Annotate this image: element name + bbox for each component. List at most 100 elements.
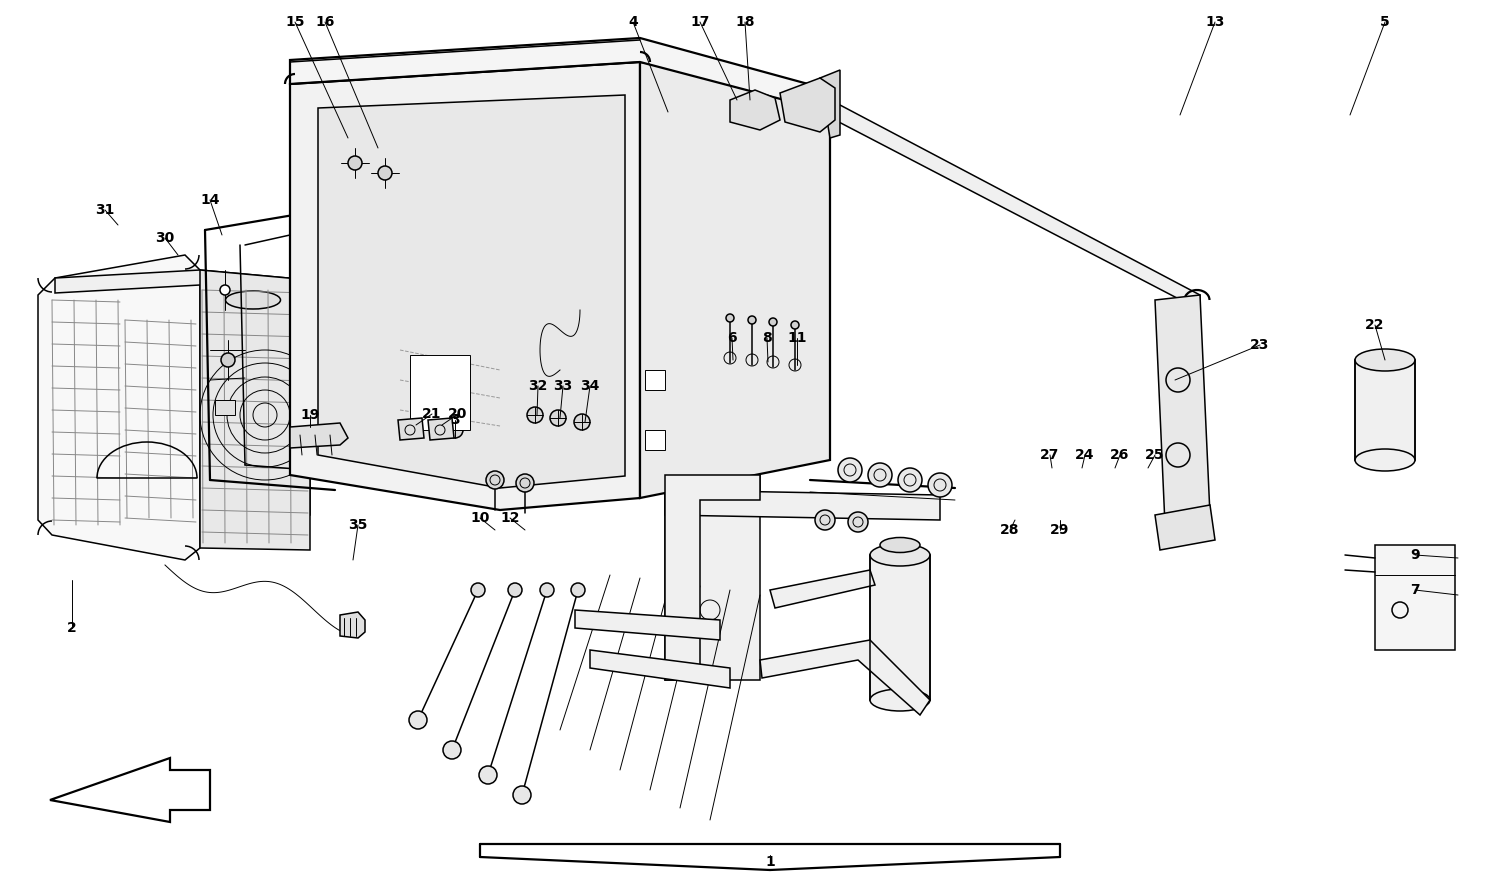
Circle shape <box>513 786 531 804</box>
Text: 9: 9 <box>1410 548 1420 562</box>
Ellipse shape <box>870 544 930 566</box>
Ellipse shape <box>225 291 280 309</box>
Text: 24: 24 <box>1076 448 1095 462</box>
Text: 2: 2 <box>68 621 76 635</box>
Text: 3: 3 <box>450 413 460 427</box>
Text: 28: 28 <box>1000 523 1020 537</box>
Polygon shape <box>780 78 836 132</box>
Circle shape <box>572 583 585 597</box>
Circle shape <box>770 318 777 326</box>
Bar <box>214 400 236 415</box>
Circle shape <box>928 473 952 497</box>
Polygon shape <box>1155 295 1210 525</box>
Text: 23: 23 <box>1251 338 1269 352</box>
Circle shape <box>509 583 522 597</box>
Polygon shape <box>1354 360 1414 460</box>
Polygon shape <box>760 640 930 715</box>
Text: 26: 26 <box>1110 448 1130 462</box>
Text: 34: 34 <box>580 379 600 393</box>
Circle shape <box>442 741 460 759</box>
Polygon shape <box>730 90 780 130</box>
Circle shape <box>526 407 543 423</box>
Polygon shape <box>770 570 874 608</box>
Text: 35: 35 <box>348 518 368 532</box>
Text: 10: 10 <box>471 511 489 525</box>
Circle shape <box>574 414 590 430</box>
Circle shape <box>220 285 230 295</box>
Circle shape <box>447 422 464 438</box>
Circle shape <box>478 766 496 784</box>
Polygon shape <box>821 70 840 138</box>
Polygon shape <box>38 255 200 560</box>
Circle shape <box>516 474 534 492</box>
Polygon shape <box>200 270 310 550</box>
Circle shape <box>486 471 504 489</box>
Text: 27: 27 <box>1041 448 1059 462</box>
Circle shape <box>348 156 361 170</box>
Circle shape <box>378 166 392 180</box>
Circle shape <box>815 510 836 530</box>
Polygon shape <box>645 370 664 390</box>
Circle shape <box>839 458 862 482</box>
Polygon shape <box>50 758 210 822</box>
Circle shape <box>790 321 800 329</box>
Text: 19: 19 <box>300 408 320 422</box>
Polygon shape <box>640 62 830 498</box>
Text: 30: 30 <box>156 231 174 245</box>
Text: 14: 14 <box>201 193 219 207</box>
Text: 11: 11 <box>788 331 807 345</box>
Polygon shape <box>574 610 720 640</box>
Text: 7: 7 <box>1410 583 1420 597</box>
Polygon shape <box>318 95 626 488</box>
Polygon shape <box>830 105 1200 310</box>
Circle shape <box>748 316 756 324</box>
Circle shape <box>726 314 734 322</box>
Polygon shape <box>664 490 940 520</box>
Text: 21: 21 <box>423 407 441 421</box>
Circle shape <box>540 583 554 597</box>
Polygon shape <box>590 650 730 688</box>
Circle shape <box>550 410 566 426</box>
Polygon shape <box>1155 505 1215 550</box>
Text: 1: 1 <box>765 855 776 869</box>
Text: 18: 18 <box>735 15 754 29</box>
Text: 22: 22 <box>1365 318 1384 332</box>
Text: 5: 5 <box>1380 15 1390 29</box>
Circle shape <box>868 463 892 487</box>
Text: 31: 31 <box>96 203 114 217</box>
Circle shape <box>410 711 428 729</box>
Ellipse shape <box>1354 449 1414 471</box>
Text: 16: 16 <box>315 15 334 29</box>
Ellipse shape <box>1354 349 1414 371</box>
Circle shape <box>220 353 236 367</box>
Polygon shape <box>290 62 640 510</box>
Polygon shape <box>290 38 830 112</box>
Text: 6: 6 <box>728 331 736 345</box>
Ellipse shape <box>870 689 930 711</box>
Text: 33: 33 <box>554 379 573 393</box>
Polygon shape <box>664 475 760 680</box>
Ellipse shape <box>880 538 920 553</box>
Text: 32: 32 <box>528 379 548 393</box>
Text: 25: 25 <box>1146 448 1164 462</box>
Polygon shape <box>870 555 930 700</box>
Polygon shape <box>664 475 760 680</box>
Polygon shape <box>645 430 664 450</box>
Text: 20: 20 <box>448 407 468 421</box>
Polygon shape <box>427 418 454 440</box>
Polygon shape <box>340 612 364 638</box>
Circle shape <box>847 512 868 532</box>
Text: 12: 12 <box>500 511 519 525</box>
Polygon shape <box>1376 545 1455 650</box>
Text: 17: 17 <box>690 15 709 29</box>
Polygon shape <box>398 418 424 440</box>
Polygon shape <box>290 423 348 448</box>
Circle shape <box>898 468 922 492</box>
Polygon shape <box>56 270 310 295</box>
Circle shape <box>471 583 484 597</box>
Text: 8: 8 <box>762 331 772 345</box>
Text: 4: 4 <box>628 15 638 29</box>
Text: 15: 15 <box>285 15 304 29</box>
Text: 13: 13 <box>1206 15 1224 29</box>
Polygon shape <box>195 300 310 520</box>
